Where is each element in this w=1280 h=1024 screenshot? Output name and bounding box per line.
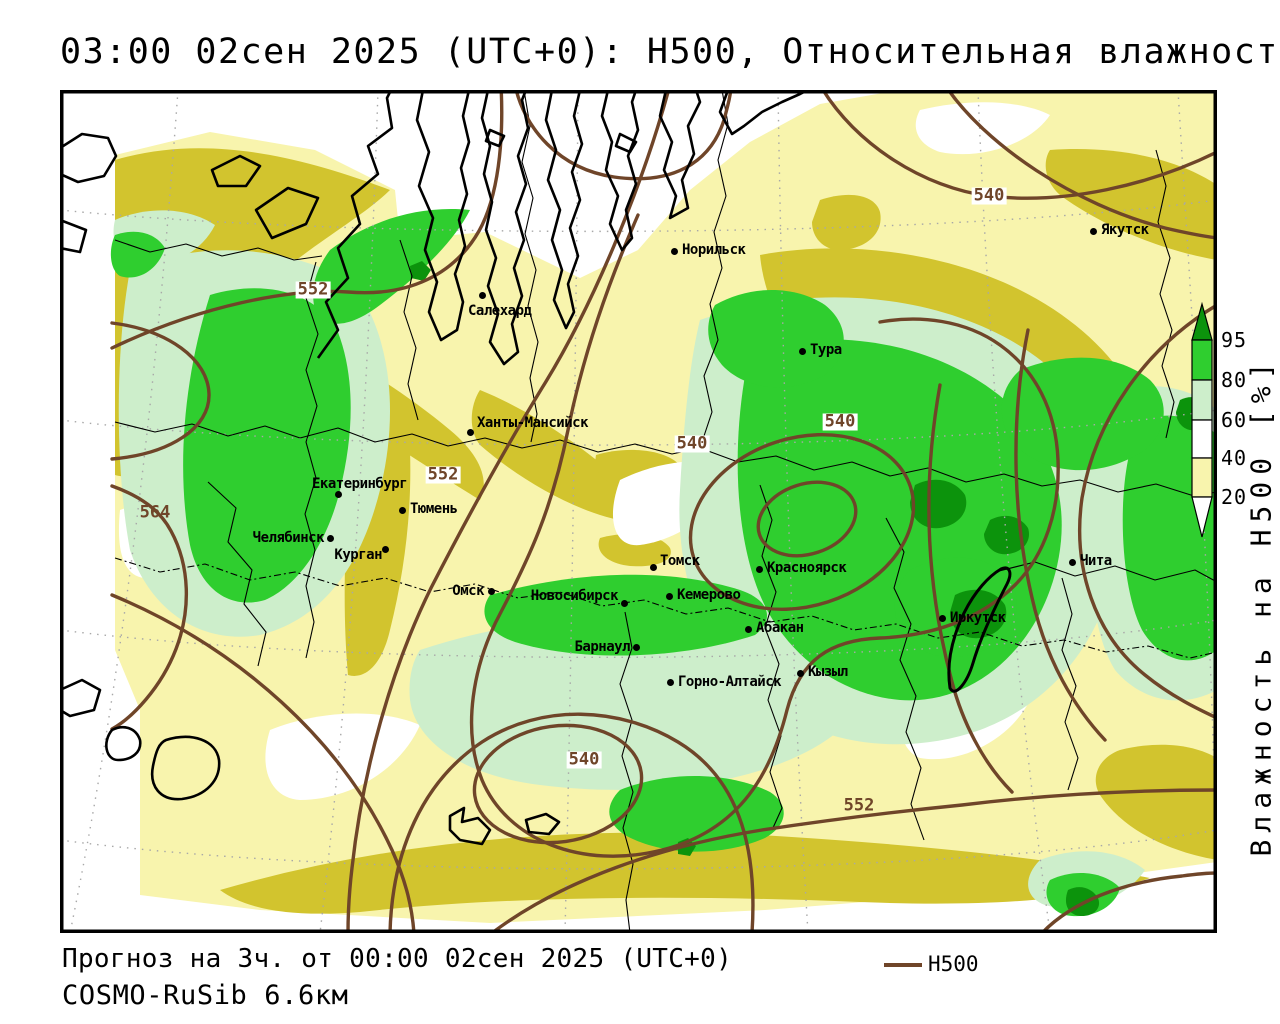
city-label: Кемерово: [677, 587, 741, 603]
city-dot: [621, 600, 628, 607]
contour-label: 552: [295, 279, 331, 300]
city-label: Омск: [452, 583, 484, 599]
city-dot: [1090, 228, 1097, 235]
city-label: Челябинск: [252, 530, 325, 546]
contour-label: 552: [843, 795, 875, 816]
contour-label: 564: [139, 502, 171, 523]
model-info-text: COSMO-RuSib 6.6км: [62, 980, 349, 1011]
city-dot: [797, 670, 804, 677]
city-dot: [382, 546, 389, 553]
city-label: Тюмень: [410, 501, 458, 517]
city-label: Курган: [334, 547, 382, 563]
city-label: Томск: [660, 553, 700, 569]
city-dot: [633, 644, 640, 651]
admin-border-layer: [115, 90, 1217, 933]
map-frame: [62, 92, 1216, 932]
coastline-layer: [60, 90, 1010, 844]
contour-label: 540: [566, 749, 602, 770]
contour-label: 552: [425, 464, 461, 485]
city-dot: [1069, 559, 1076, 566]
map-container: Норильск Салехард Тура Якутск Ханты-Мансийск…: [60, 90, 1217, 933]
city-label: Новосибирск: [530, 588, 619, 604]
humidity-layer: [110, 90, 1217, 923]
city-dot: [671, 248, 678, 255]
colorbar-tick-label: 40: [1221, 446, 1248, 470]
city-label: Ханты-Мансийск: [477, 415, 589, 431]
city-label: Иркутск: [950, 610, 1006, 626]
city-dot: [650, 564, 657, 571]
city-dot: [399, 507, 406, 514]
city-label: Чита: [1080, 553, 1112, 569]
colorbar: [1192, 304, 1212, 537]
city-dot: [479, 292, 486, 299]
city-label: Абакан: [756, 620, 804, 636]
colorbar-tick-label: 20: [1221, 485, 1248, 509]
city-dot: [667, 679, 674, 686]
contour-label: 540: [971, 185, 1007, 206]
city-label: Барнаул: [574, 639, 630, 655]
colorbar-tick-label: 80: [1221, 368, 1248, 392]
city-label: Тура: [810, 342, 842, 358]
city-dot: [327, 535, 334, 542]
city-label: Екатеринбург: [312, 476, 408, 492]
city-label: Кызыл: [808, 664, 848, 680]
colorbar-tick-label: 95: [1221, 328, 1248, 352]
city-dot: [756, 566, 763, 573]
city-label: Норильск: [682, 242, 746, 258]
city-dot: [488, 588, 495, 595]
city-label: Якутск: [1101, 222, 1149, 238]
city-dot: [467, 429, 474, 436]
colorbar-tick-label: 60: [1221, 408, 1248, 432]
colorbar-axis-label: Влажность на H500 [%]: [1244, 355, 1278, 857]
contour-label: 540: [674, 433, 710, 454]
city-dot: [335, 491, 342, 498]
map-svg: [60, 90, 1217, 933]
h500-legend-label: H500: [928, 952, 979, 976]
city-dot: [745, 626, 752, 633]
city-label: Красноярск: [767, 560, 847, 576]
contour-label: 540: [822, 411, 858, 432]
city-dot: [666, 593, 673, 600]
h500-contour-layer: [112, 90, 1217, 933]
forecast-info-text: Прогноз на 3ч. от 00:00 02сен 2025 (UTC+…: [62, 944, 733, 974]
city-label: Горно-Алтайск: [678, 674, 782, 690]
h500-legend-line: [884, 963, 922, 967]
page-title: 03:00 02сен 2025 (UTC+0): H500, Относите…: [60, 32, 1280, 72]
city-dot: [799, 348, 806, 355]
city-label: Салехард: [468, 303, 532, 319]
city-dot: [939, 615, 946, 622]
